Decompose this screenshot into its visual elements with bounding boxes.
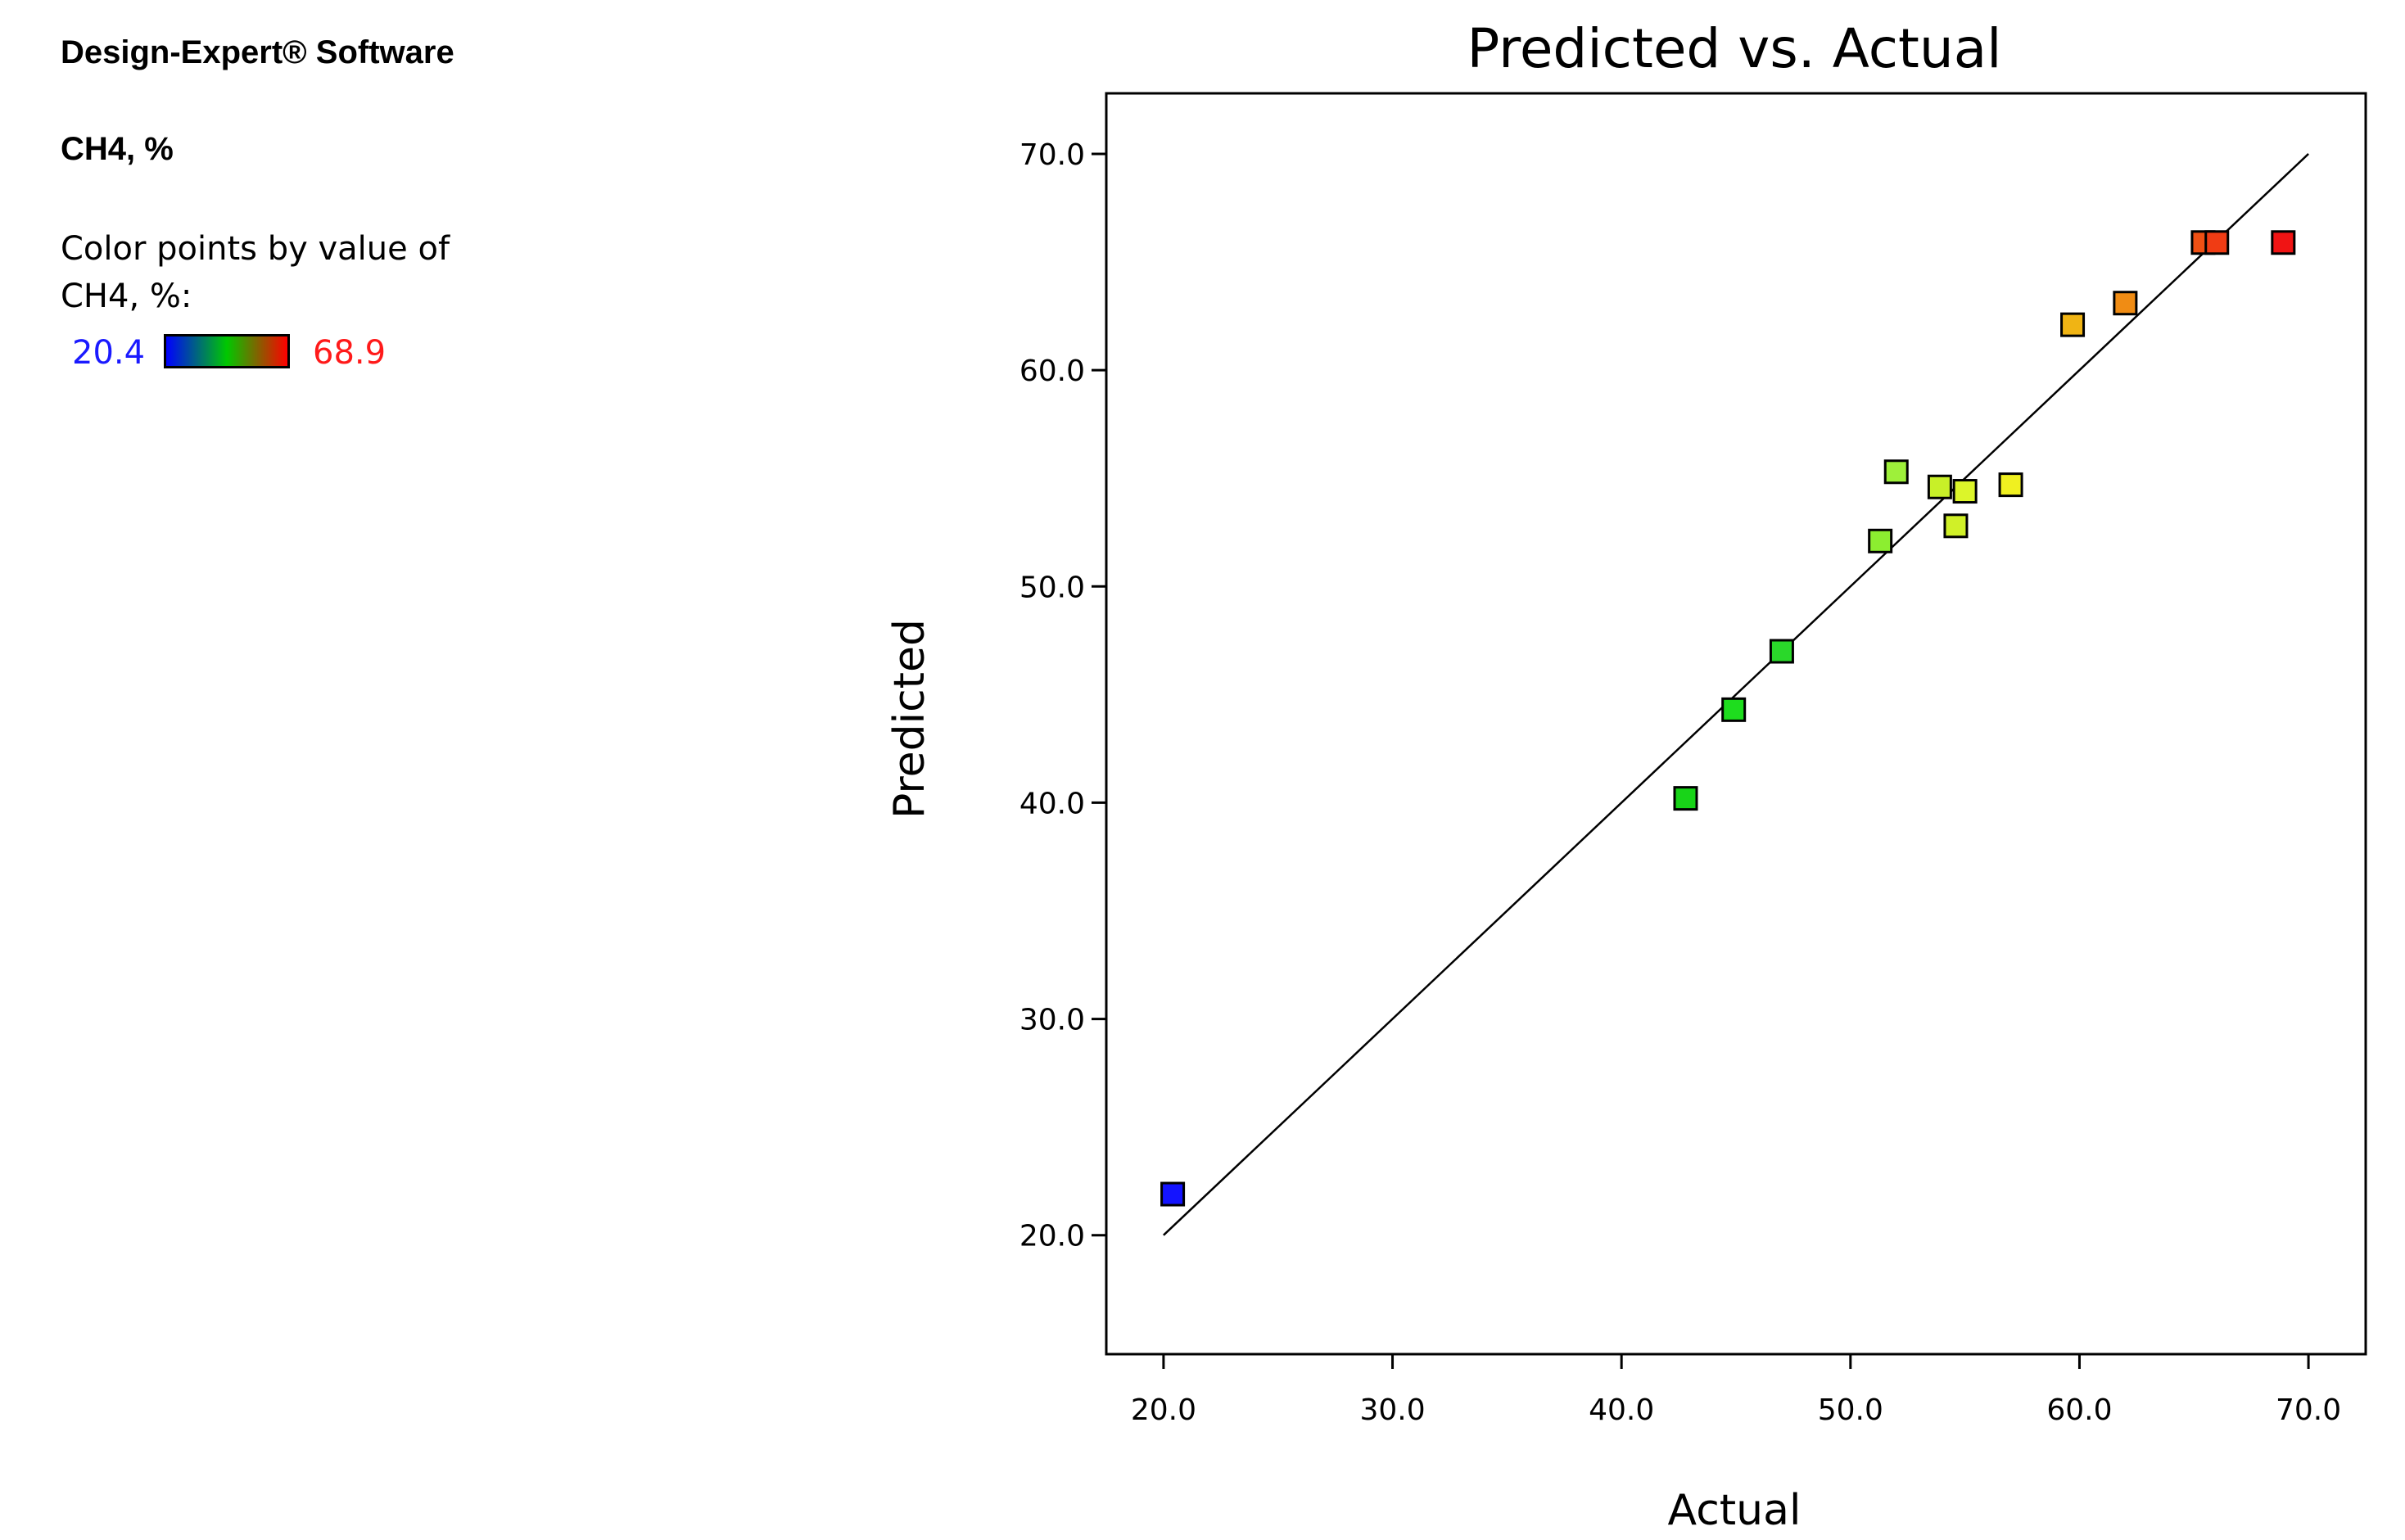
data-points [1160,230,2296,1207]
y-tick-label: 50.0 [1019,571,1085,604]
data-point [1769,639,1794,664]
legend-max-value: 68.9 [313,334,387,372]
data-point [1673,786,1698,811]
plot-frame [1105,92,2367,1356]
x-tick-label: 40.0 [1589,1393,1654,1427]
y-tick-label: 20.0 [1019,1220,1085,1253]
data-point [2204,230,2230,255]
x-tick-label: 60.0 [2046,1393,2112,1427]
x-tick-label: 30.0 [1359,1393,1425,1427]
y-axis-label: Predicted [885,619,934,819]
color-points-label: Color points by value of CH4, %: [61,230,450,315]
software-name: Design-Expert® Software [61,34,454,70]
data-point [1160,1181,1186,1207]
x-tick-label: 50.0 [1818,1393,1883,1427]
x-axis: 20.0 30.0 40.0 50.0 60.0 70.0 [1131,1354,2341,1427]
data-point [2271,230,2296,255]
data-point [2113,291,2138,316]
x-tick-label: 20.0 [1131,1393,1196,1427]
data-point [1943,513,1969,539]
response-name: CH4, % [61,131,174,167]
color-gradient-legend [164,334,290,368]
legend-min-value: 20.4 [72,334,146,372]
data-point [1952,479,1978,504]
chart-title: Predicted vs. Actual [1467,17,2002,80]
data-point [1868,528,1893,553]
x-tick-label: 70.0 [2276,1393,2341,1427]
data-point [1927,474,1952,499]
y-tick-label: 70.0 [1019,138,1085,172]
data-point [2060,312,2086,337]
y-axis: 20.0 30.0 40.0 50.0 60.0 70.0 [1019,138,1106,1253]
data-point [1998,472,2023,498]
info-panel: Design-Expert® Software CH4, % Color poi… [0,0,819,491]
reference-line [1163,153,2309,1236]
x-axis-label: Actual [1668,1486,1801,1535]
y-tick-label: 40.0 [1019,787,1085,820]
data-point [1883,459,1909,485]
data-point [1721,697,1747,722]
y-tick-label: 60.0 [1019,355,1085,388]
y-tick-label: 30.0 [1019,1004,1085,1037]
